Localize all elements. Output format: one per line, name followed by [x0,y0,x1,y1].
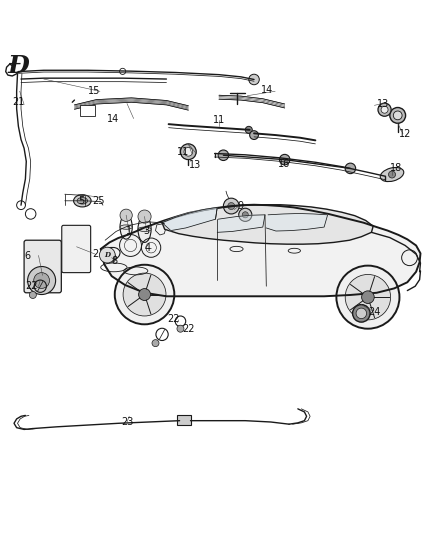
Circle shape [353,304,370,322]
Circle shape [34,273,49,288]
Circle shape [138,288,151,301]
Text: 6: 6 [24,251,30,261]
Text: 24: 24 [368,308,381,318]
Circle shape [115,265,174,324]
Circle shape [138,210,151,223]
Text: 16: 16 [278,159,290,168]
Circle shape [242,212,248,218]
Polygon shape [266,214,328,231]
Text: 13: 13 [377,99,389,109]
Text: 5: 5 [78,196,84,206]
Text: Ð: Ð [8,54,30,78]
Text: 22: 22 [25,281,38,291]
Circle shape [177,325,184,332]
Circle shape [356,308,367,319]
Text: 15: 15 [88,86,100,96]
Circle shape [362,291,374,303]
FancyBboxPatch shape [177,415,191,425]
Circle shape [99,247,115,263]
Text: 23: 23 [121,417,133,427]
Circle shape [390,108,406,123]
Ellipse shape [120,225,132,229]
Ellipse shape [120,215,132,239]
Circle shape [245,126,252,133]
Text: 11: 11 [177,147,189,157]
Polygon shape [101,205,420,296]
Text: 25: 25 [92,196,105,206]
FancyBboxPatch shape [24,240,61,293]
Text: 18: 18 [390,163,403,173]
Circle shape [228,203,235,209]
Ellipse shape [138,216,151,243]
Circle shape [239,208,252,221]
Ellipse shape [380,167,404,182]
Text: 3: 3 [144,227,150,237]
Ellipse shape [77,198,88,204]
Text: 13: 13 [189,160,201,170]
Polygon shape [217,215,265,232]
Circle shape [218,150,229,160]
Circle shape [184,147,193,156]
Ellipse shape [74,195,91,207]
Polygon shape [162,207,217,231]
Text: 14: 14 [107,115,119,124]
Circle shape [381,106,388,113]
Text: 14: 14 [261,85,273,95]
Text: 21: 21 [12,97,25,107]
Text: 12: 12 [399,129,411,139]
Circle shape [152,340,159,346]
Polygon shape [162,205,373,244]
Text: D: D [104,251,110,259]
Text: 8: 8 [112,256,118,266]
Circle shape [28,266,56,295]
FancyBboxPatch shape [62,225,91,273]
Text: 2: 2 [92,249,99,259]
Circle shape [393,111,402,120]
Circle shape [279,155,290,165]
Text: 22: 22 [167,314,179,324]
Circle shape [345,163,356,174]
Circle shape [223,198,239,214]
Circle shape [378,103,391,116]
FancyBboxPatch shape [80,105,95,116]
Circle shape [120,209,132,221]
Text: 1: 1 [126,227,132,237]
Text: 4: 4 [145,243,151,253]
Circle shape [250,131,258,140]
Text: 22: 22 [182,324,194,334]
Circle shape [389,171,396,178]
Text: 9: 9 [237,201,243,211]
Circle shape [336,265,399,329]
Circle shape [249,74,259,85]
Text: 11: 11 [213,115,225,125]
Circle shape [345,274,391,320]
Circle shape [123,273,166,316]
Ellipse shape [138,227,151,231]
Circle shape [180,144,196,159]
Circle shape [29,292,36,298]
